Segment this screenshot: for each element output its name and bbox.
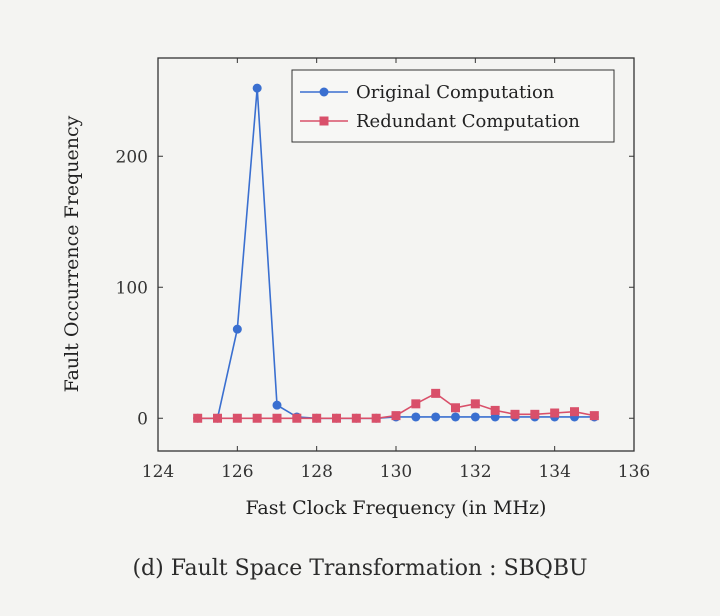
legend-label: Original Computation: [356, 82, 555, 103]
data-point: [470, 412, 480, 422]
axes-group: 124 126 128 130 132 134 136 0 100 200: [116, 58, 650, 482]
y-tick-label: 100: [116, 278, 148, 298]
x-tick-label: 126: [221, 462, 253, 482]
data-point: [272, 413, 282, 423]
legend-entry: Redundant Computation: [300, 111, 580, 132]
x-tick-label: 134: [538, 462, 570, 482]
data-point: [431, 412, 441, 422]
x-tick-label: 124: [142, 462, 174, 482]
x-axis-label: Fast Clock Frequency (in MHz): [246, 497, 547, 519]
legend-box: [291, 69, 615, 143]
data-point: [252, 83, 262, 93]
data-point: [411, 399, 421, 409]
data-point: [550, 408, 560, 418]
data-point: [451, 403, 460, 413]
data-point: [232, 413, 242, 423]
data-point: [510, 409, 520, 419]
y-tick-label: 200: [116, 147, 148, 167]
x-tick-label: 130: [380, 462, 412, 482]
x-tick-label: 136: [618, 462, 650, 482]
x-tick-label: 128: [300, 462, 332, 482]
x-tick-label: 132: [459, 462, 491, 482]
data-point: [570, 407, 579, 417]
data-point: [272, 400, 282, 410]
series-group: [193, 83, 599, 423]
data-point: [371, 413, 381, 423]
figure-caption: (d) Fault Space Transformation : SBQBU: [132, 556, 588, 581]
data-point: [292, 413, 302, 423]
data-point: [332, 413, 341, 423]
legend-entry: Original Computation: [300, 82, 555, 103]
data-point: [252, 413, 262, 423]
data-point: [411, 412, 421, 422]
data-point: [193, 413, 203, 423]
y-tick-label: 0: [137, 409, 148, 429]
legend-marker: [319, 87, 329, 97]
data-point: [530, 409, 540, 419]
data-point: [351, 413, 361, 423]
data-point: [232, 324, 242, 334]
data-point: [470, 399, 480, 409]
legend-marker: [319, 116, 329, 126]
legend: Original Computation Redundant Computatio…: [291, 69, 615, 143]
data-point: [431, 388, 441, 398]
data-point: [451, 412, 460, 422]
y-axis-label: Fault Occurrence Frequency: [61, 115, 83, 392]
data-point: [312, 413, 322, 423]
series-redundant-computation: [193, 388, 599, 423]
data-point: [589, 411, 599, 421]
line-chart: 124 126 128 130 132 134 136 0 100 200 Original Co…: [61, 57, 650, 519]
data-point: [490, 405, 500, 415]
legend-label: Redundant Computation: [356, 111, 580, 132]
data-point: [391, 411, 401, 421]
data-point: [213, 413, 222, 423]
